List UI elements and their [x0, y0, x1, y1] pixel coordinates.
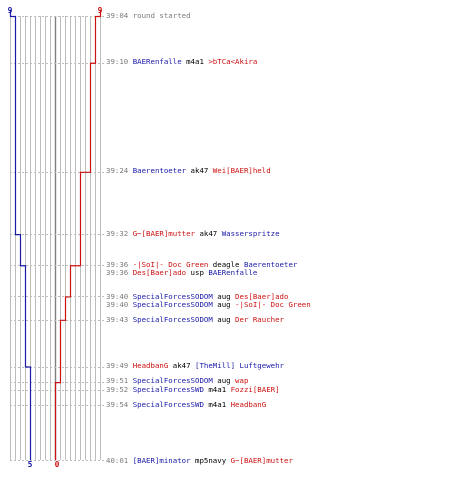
- event-weapon: aug: [213, 315, 231, 324]
- event-killer: Des[Baer]ado: [128, 268, 186, 277]
- event-row: 39:10 BAERenfalle m4a1 >bTCa<Akira: [106, 57, 257, 66]
- event-killer: BAERenfalle: [128, 57, 182, 66]
- event-row: 39:32 G~[BAER]mutter ak47 Wasserspritze: [106, 229, 280, 238]
- team-count-labels: 9 9 5 0: [8, 6, 103, 469]
- event-victim: Baerentoeter: [240, 260, 298, 269]
- event-row: 39:24 Baerentoeter ak47 Wei[BAER]held: [106, 166, 271, 175]
- red-end-count: 0: [55, 460, 60, 469]
- event-killer: SpecialForcesSODOM: [128, 300, 213, 309]
- event-killer: HeadbanG: [128, 361, 168, 370]
- event-killer: -|SoI|- Doc Green: [128, 260, 208, 269]
- event-weapon: ak47: [186, 166, 208, 175]
- event-row: 39:40 SpecialForcesSODOM aug Des[Baer]ad…: [106, 292, 288, 301]
- event-victim: [TheMill] Luftgewehr: [191, 361, 285, 370]
- event-weapon: m4a1: [182, 57, 204, 66]
- blue-start-count: 9: [8, 6, 13, 15]
- event-weapon: mp5navy: [191, 456, 227, 465]
- event-killer: Baerentoeter: [128, 166, 186, 175]
- event-weapon: ak47: [168, 361, 190, 370]
- event-row: 39:52 SpecialForcesSWD m4a1 Fozzi[BAER]: [106, 385, 280, 394]
- event-weapon: aug: [213, 292, 231, 301]
- event-time: 39:54: [106, 400, 129, 409]
- timeline-grid: [10, 16, 101, 460]
- blue-end-count: 5: [28, 460, 33, 469]
- team-count-steps: [9, 10, 102, 460]
- event-row: 39:40 SpecialForcesSODOM aug -|SoI|- Doc…: [106, 300, 311, 309]
- event-killer: SpecialForcesSODOM: [128, 376, 213, 385]
- event-killer: SpecialForcesSWD: [128, 385, 204, 394]
- event-killer: [BAER]minator: [128, 456, 191, 465]
- event-weapon: ak47: [195, 229, 217, 238]
- event-killer: SpecialForcesSODOM: [128, 292, 213, 301]
- event-killer: SpecialForcesSODOM: [128, 315, 213, 324]
- event-killer: G~[BAER]mutter: [128, 229, 195, 238]
- event-row: 39:49 HeadbanG ak47 [TheMill] Luftgewehr: [106, 361, 285, 370]
- event-victim: HeadbanG: [226, 400, 266, 409]
- event-row: 39:36 Des[Baer]ado usp BAERenfalle: [106, 268, 258, 277]
- event-weapon: m4a1: [204, 385, 226, 394]
- event-weapon: deagle: [208, 260, 240, 269]
- event-victim: BAERenfalle: [204, 268, 258, 277]
- event-time: 40:01: [106, 456, 128, 465]
- event-victim: Wei[BAER]held: [208, 166, 270, 175]
- event-victim: G~[BAER]mutter: [226, 456, 293, 465]
- event-note: round started: [128, 11, 190, 20]
- event-time: 39:10: [106, 57, 128, 66]
- event-row: 39:51 SpecialForcesSODOM aug wap: [106, 376, 248, 385]
- event-weapon: m4a1: [204, 400, 226, 409]
- event-victim: Fozzi[BAER]: [226, 385, 279, 394]
- event-victim: Des[Baer]ado: [231, 292, 289, 301]
- event-time: 39:32: [106, 229, 128, 238]
- event-killer: SpecialForcesSWD: [128, 400, 204, 409]
- event-victim: -|SoI|- Doc Green: [231, 300, 311, 309]
- event-time: 39:36: [106, 268, 128, 277]
- event-time: 39:43: [106, 315, 128, 324]
- event-time: 39:40: [106, 292, 128, 301]
- event-time: 39:51: [106, 376, 128, 385]
- event-row: 39:54 SpecialForcesSWD m4a1 HeadbanG: [106, 400, 266, 409]
- red-start-count: 9: [98, 6, 103, 15]
- event-victim: Wasserspritze: [217, 229, 280, 238]
- event-time: 39:04: [106, 11, 129, 20]
- event-victim: >bTCa<Akira: [204, 57, 257, 66]
- event-time: 39:24: [106, 166, 129, 175]
- event-log: 39:04 round started 39:10 BAERenfalle m4a…: [106, 11, 311, 465]
- event-time: 39:52: [106, 385, 128, 394]
- blue-team-count-line: [9, 10, 32, 460]
- event-row: 40:01 [BAER]minator mp5navy G~[BAER]mutt…: [106, 456, 293, 465]
- event-weapon: usp: [186, 268, 204, 277]
- event-time: 39:40: [106, 300, 128, 309]
- event-row: 39:36 -|SoI|- Doc Green deagle Baerentoe…: [106, 260, 298, 269]
- event-row: 39:43 SpecialForcesSODOM aug Der Raucher: [106, 315, 285, 324]
- event-time: 39:36: [106, 260, 128, 269]
- red-team-count-line: [54, 10, 102, 460]
- event-weapon: aug: [213, 376, 231, 385]
- event-time: 39:49: [106, 361, 128, 370]
- event-row: 39:04 round started: [106, 11, 191, 20]
- event-victim: Der Raucher: [231, 315, 285, 324]
- event-weapon: aug: [213, 300, 231, 309]
- event-victim: wap: [231, 376, 249, 385]
